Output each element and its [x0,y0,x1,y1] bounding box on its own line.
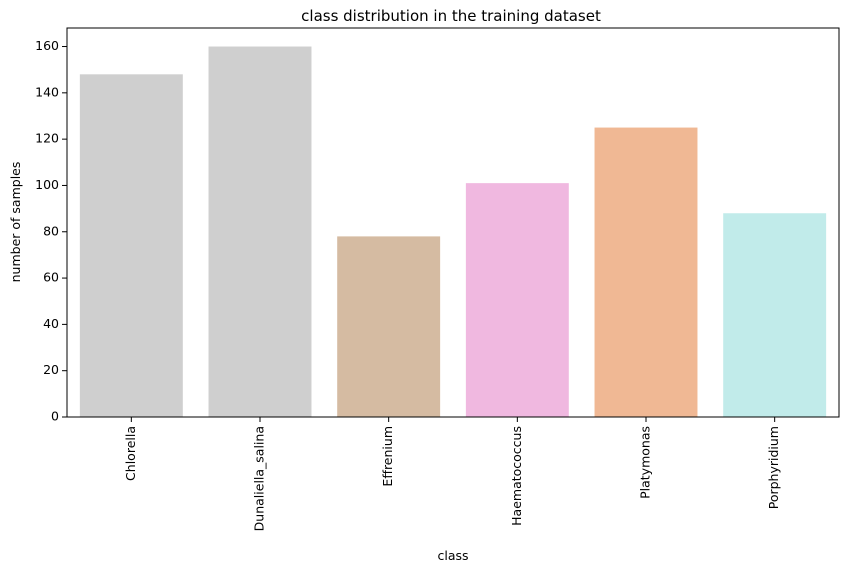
x-axis-ticks: Chlorella Dunaliella_salina Effrenium Haema… [123,417,781,531]
y-axis-label: number of samples [8,162,23,283]
bars-group [79,46,827,418]
x-tick-label: Dunaliella_salina [252,426,267,531]
y-tick-label: 20 [43,362,59,377]
y-tick-label: 0 [51,409,59,424]
x-tick-label: Haematococcus [509,426,524,526]
y-tick-label: 120 [35,131,59,146]
y-tick-label: 40 [43,316,59,331]
bar-chlorella [79,74,183,418]
bar-haematococcus [465,183,569,417]
bar-platymonas [594,127,698,417]
x-tick-label: Effrenium [380,426,395,487]
plot-frame [66,27,840,418]
chart-title: class distribution in the training datas… [301,7,601,25]
y-tick-label: 160 [35,38,59,53]
y-tick-label: 60 [43,270,59,285]
y-tick-label: 80 [43,223,59,238]
x-axis-label: class [437,548,468,563]
y-tick-label: 140 [35,84,59,99]
bar-effrenium [337,236,441,417]
x-tick-label: Platymonas [638,426,653,499]
x-tick-label: Chlorella [123,426,138,481]
x-tick-label: Porphyridium [766,426,781,509]
bar-dunaliella-salina [208,46,312,418]
y-tick-label: 100 [35,177,59,192]
bar-porphyridium [723,213,827,417]
y-axis-ticks: 0 20 40 60 80 100 120 140 160 [35,38,67,424]
